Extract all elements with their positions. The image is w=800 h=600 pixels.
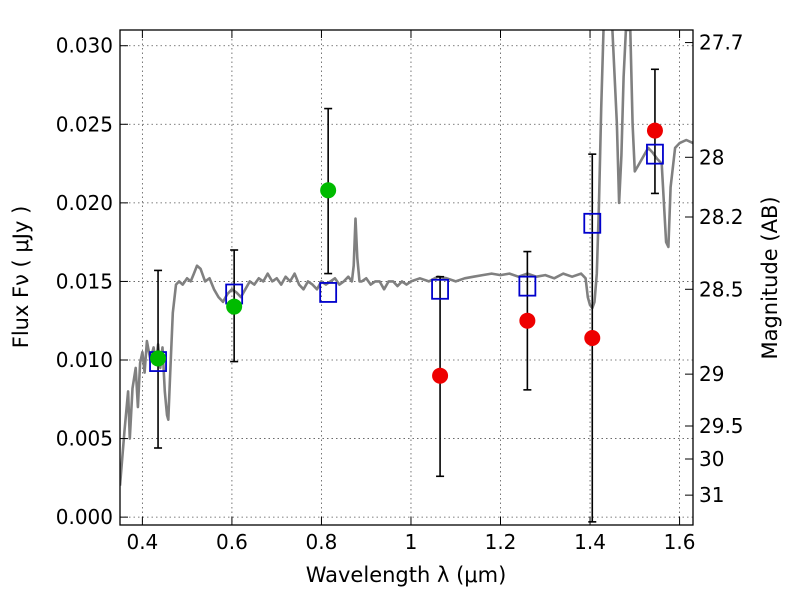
data-point-marker <box>584 330 601 346</box>
data-point-marker <box>320 182 337 199</box>
y-axis-label: Flux Fν ( μJy ) <box>9 206 33 349</box>
y-tick-label: 0.015 <box>56 269 113 293</box>
model-square-marker <box>583 212 602 234</box>
x-tick-label: 1.2 <box>485 530 517 554</box>
data-point-marker <box>432 367 449 384</box>
x-tick-label: 0.6 <box>216 530 248 554</box>
x-tick-label: 1.6 <box>664 530 696 554</box>
y-tick-label: 0.020 <box>56 191 113 215</box>
data-point-marker <box>150 350 167 367</box>
y-tick-label: 0.005 <box>56 427 113 451</box>
data-markers <box>149 122 664 384</box>
model-square-marker <box>646 143 664 165</box>
model-square-marker <box>319 282 338 303</box>
y-tick-label: 0.025 <box>56 112 113 136</box>
x-tick-label: 1.4 <box>574 530 606 554</box>
plot-background <box>120 30 693 525</box>
right-tick-label: 31 <box>699 483 724 507</box>
x-tick-label: 1 <box>405 530 418 554</box>
data-point-marker <box>226 298 243 315</box>
plot-frame <box>119 29 694 526</box>
sed-model-line <box>120 30 693 486</box>
y-tick-label: 0.000 <box>56 505 113 529</box>
model-square-marker <box>431 278 449 300</box>
right-tick-label: 29 <box>699 362 724 386</box>
y-tick-label: 0.010 <box>56 348 113 372</box>
data-point-marker <box>646 122 663 139</box>
x-tick-label: 0.8 <box>306 530 338 554</box>
x-axis-label: Wavelength λ (μm) <box>306 563 507 587</box>
grid <box>120 30 693 525</box>
right-axis-label: Magnitude (AB) <box>758 196 782 359</box>
axis-ticks: 0.4 0.6 0.8 1 1.2 1.4 1.6 0.000 0.005 0.010 0.015 0… <box>56 30 744 554</box>
y-tick-label: 0.030 <box>56 34 113 58</box>
right-tick-label: 28.5 <box>699 277 744 301</box>
sed-model <box>120 30 693 486</box>
right-tick-label: 30 <box>699 447 724 471</box>
right-tick-label: 29.5 <box>699 414 744 438</box>
data-point-marker <box>519 312 536 329</box>
x-tick-label: 0.4 <box>126 530 158 554</box>
right-tick-label: 27.7 <box>699 31 744 55</box>
right-tick-label: 28 <box>699 145 724 169</box>
model-square-marker <box>518 275 537 297</box>
right-tick-label: 28.2 <box>699 205 744 229</box>
